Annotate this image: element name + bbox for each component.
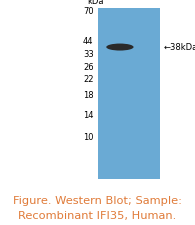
- Text: 18: 18: [83, 90, 94, 99]
- Text: kDa: kDa: [87, 0, 103, 7]
- Text: 14: 14: [83, 111, 94, 120]
- Text: 33: 33: [83, 50, 94, 59]
- Text: 26: 26: [83, 63, 94, 72]
- Text: 22: 22: [83, 75, 94, 84]
- Text: 70: 70: [83, 7, 94, 16]
- Text: ←38kDa: ←38kDa: [164, 43, 195, 52]
- Text: 44: 44: [83, 37, 94, 46]
- FancyBboxPatch shape: [98, 8, 160, 179]
- Text: Figure. Western Blot; Sample:: Figure. Western Blot; Sample:: [13, 196, 182, 206]
- Ellipse shape: [106, 44, 134, 51]
- Text: 10: 10: [83, 133, 94, 142]
- Text: Recombinant IFI35, Human.: Recombinant IFI35, Human.: [18, 212, 177, 221]
